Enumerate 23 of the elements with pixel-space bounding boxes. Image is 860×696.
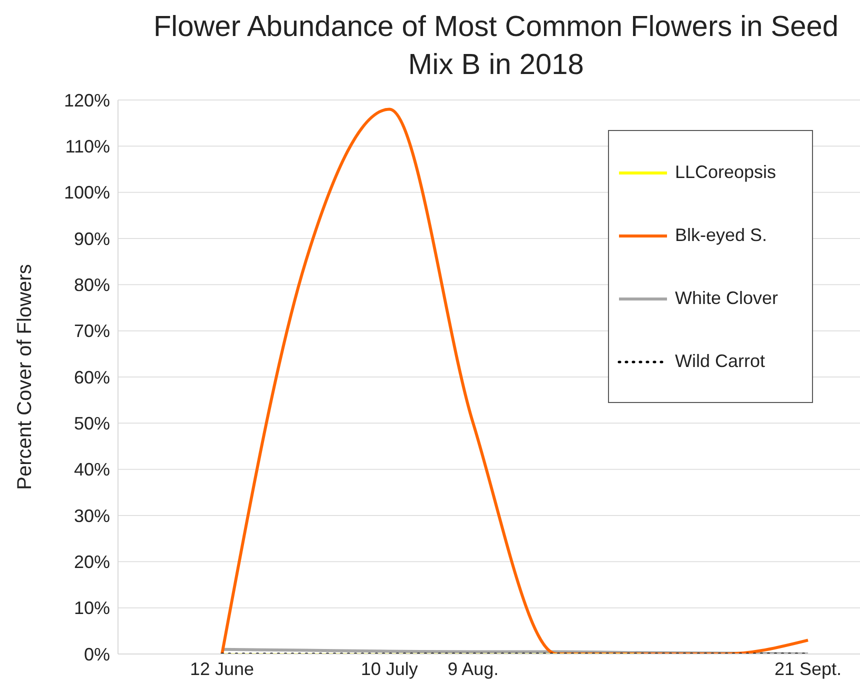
x-tick-label: 9 Aug. (448, 658, 499, 679)
y-tick-label: 60% (74, 367, 110, 388)
y-tick-label: 110% (65, 136, 110, 157)
x-tick-label: 10 July (360, 658, 418, 679)
x-tick-label: 21 Sept. (774, 658, 842, 679)
y-tick-label: 100% (64, 182, 110, 203)
y-tick-label: 50% (74, 414, 110, 434)
y-tick-label: 80% (74, 275, 110, 296)
x-tick-label: 12 June (190, 658, 254, 679)
y-axis-title: Percent Cover of Flowers (14, 264, 36, 490)
y-tick-label: 120% (64, 90, 110, 110)
legend-label: LLCoreopsis (675, 162, 776, 183)
chart-title: Flower Abundance of Most Common Flowers in Seed Mix B in 2018 (152, 10, 840, 83)
y-tick-label: 0% (84, 644, 110, 664)
y-tick-label: 20% (74, 552, 110, 572)
y-tick-label: 40% (74, 460, 110, 480)
y-tick-label: 90% (74, 228, 110, 249)
legend-label: Blk-eyed S. (675, 225, 768, 246)
legend-label: White Clover (675, 288, 778, 309)
y-tick-label: 30% (74, 506, 110, 526)
legend-label: Wild Carrot (675, 351, 766, 372)
y-tick-label: 70% (74, 321, 110, 342)
y-tick-label: 10% (74, 598, 110, 618)
